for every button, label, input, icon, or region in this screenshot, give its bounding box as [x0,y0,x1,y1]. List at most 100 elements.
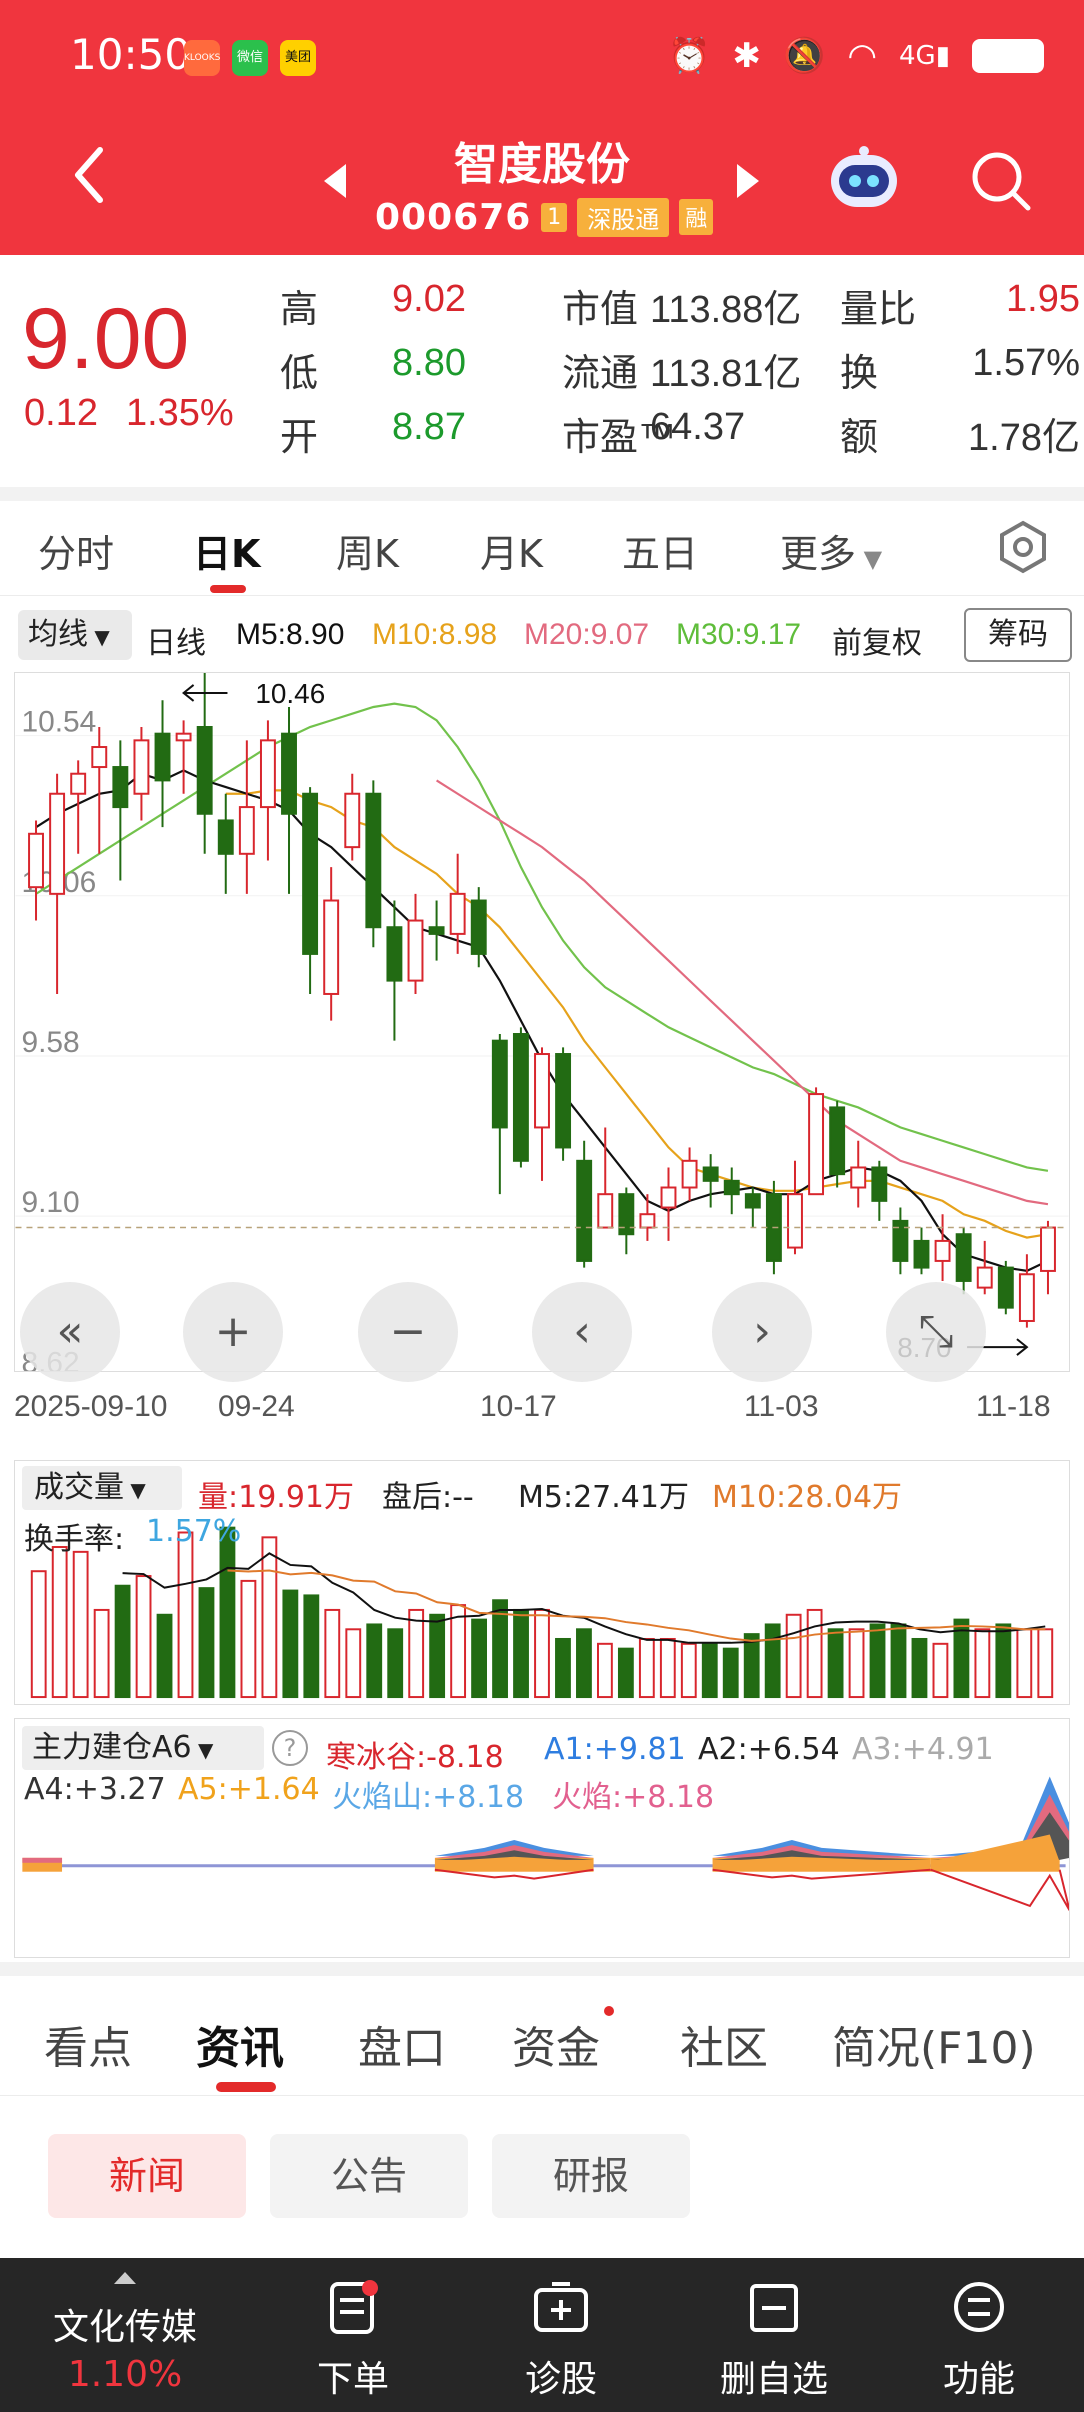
a6-a5-area [712,1856,931,1862]
volume-bar [932,1642,949,1699]
ma30-value: M30:9.17 [676,618,802,651]
candle-body [470,899,487,955]
a6-ice-line [434,1868,594,1880]
diagnose-button[interactable]: 诊股 [496,2258,626,2412]
battery-icon [972,39,1044,73]
zoom-out-button[interactable]: − [358,1282,458,1382]
order-label: 下单 [316,2359,389,2400]
chip-distribution-button[interactable]: 筹码 [964,608,1072,662]
tab-five-day[interactable]: 五日 [622,532,699,576]
candle-body [829,1106,846,1176]
a6-a5-area [434,1856,594,1862]
settings-hex-icon[interactable] [996,520,1050,574]
tab-monthly-k[interactable]: 月K [480,532,543,576]
market-sector[interactable]: 文化传媒 1.10% [0,2258,250,2412]
tab-orderbook[interactable]: 盘口 [358,2023,446,2074]
collapse-left-button[interactable]: « [20,1282,120,1382]
chip-news[interactable]: 新闻 [48,2134,246,2218]
volume-bar [638,1637,655,1699]
volume-bar [72,1550,89,1699]
kline-chart[interactable]: 10.5410.069.589.108.6210.468.70 [14,672,1070,1372]
search-icon[interactable] [968,148,1034,214]
back-arrow-icon[interactable] [70,145,110,205]
quote-label: 量比 [840,289,917,331]
sector-change: 1.10% [67,2354,183,2395]
volume-ma10-line [227,1569,1046,1642]
a6-dropdown[interactable]: 主力建仓A6 ▼ [22,1726,264,1770]
klook-app-icon: KLOOKS [184,40,220,76]
next-stock-icon[interactable] [735,162,761,200]
info-tabs: 看点 资讯 盘口 资金 社区 简况(F10) [0,1976,1084,2096]
chevron-down-icon: ▼ [856,545,883,573]
chip-announcements[interactable]: 公告 [270,2134,468,2218]
candle-body [386,926,403,982]
quote-label: 低 [280,353,319,395]
candle-body [1040,1226,1056,1272]
ma5-value: M5:8.90 [236,618,345,651]
tab-community[interactable]: 社区 [680,2023,768,2074]
candle-body [365,792,382,929]
volume-bar [387,1628,404,1699]
alarm-icon: ⏰ [668,36,711,76]
ma-dropdown[interactable]: 均线 ▼ [18,610,132,660]
tab-intraday[interactable]: 分时 [38,532,115,576]
tab-weekly-k[interactable]: 周K [336,532,399,576]
volume-bar [303,1594,320,1699]
high-arrow-head [182,684,195,702]
quote-value: 8.87 [392,406,466,448]
chevron-down-icon: ▼ [191,1738,214,1762]
robot-assistant-icon[interactable] [825,145,903,215]
a6-ice-line [930,1868,1069,1911]
turnover-label: 换手率: [24,1522,125,1557]
candle-body [555,1053,572,1149]
margin-tag: 融 [679,199,714,235]
a6-block-top [22,1857,63,1863]
candle-body [850,1166,867,1189]
remove-watchlist-button[interactable]: 删自选 [704,2258,844,2412]
tab-funds[interactable]: 资金 [512,2023,600,2074]
tab-f10[interactable]: 简况(F10) [832,2023,1036,2074]
candle-body [723,1179,740,1196]
tab-more[interactable]: 更多 ▼ [780,523,882,578]
function-menu-button[interactable]: 功能 [914,2258,1044,2412]
scroll-left-button[interactable]: ‹ [532,1282,632,1382]
tab-news[interactable]: 资讯 [196,2023,284,2074]
a6-indicator-chart[interactable] [14,1718,1070,1958]
scroll-right-button[interactable]: › [712,1282,812,1382]
volume-bar [953,1618,970,1699]
candle-body [576,1159,593,1262]
volume-dropdown[interactable]: 成交量 ▼ [22,1466,182,1510]
menu-icon [954,2282,1004,2332]
diagnose-label: 诊股 [524,2359,597,2400]
volume-bar [156,1613,173,1699]
candle-body [618,1193,635,1236]
quote-value: 8.80 [392,342,466,384]
candle-body [281,732,297,815]
candle-body [871,1166,888,1202]
quote-label: 换 [840,353,879,395]
ma20-line [436,779,1049,1206]
volume-bar [680,1642,697,1699]
wechat-app-icon: 微信 [232,40,268,76]
help-icon[interactable]: ? [272,1730,308,1766]
volume-bar [1037,1628,1054,1699]
after-hours: 盘后:-- [382,1480,474,1515]
quote-label: 开 [280,417,319,459]
chip-research[interactable]: 研报 [492,2134,690,2218]
volume-bar [30,1570,47,1699]
volume-bar [93,1608,110,1699]
volume-chart[interactable] [14,1460,1070,1705]
a6-a2: A2:+6.54 [698,1732,840,1767]
tab-highlights[interactable]: 看点 [44,2023,132,2074]
ma20-value: M20:9.07 [524,618,650,651]
quote-label: 流通 [562,353,639,395]
zoom-in-button[interactable]: + [183,1282,283,1382]
place-order-button[interactable]: 下单 [288,2258,418,2412]
change-value: 0.12 [24,392,98,434]
status-bar: 10:50 KLOOKS 微信 美团 ⏰ ✱ 🔕 ◠ 4G▮ [0,0,1084,110]
x-tick: 09-24 [218,1390,295,1423]
prev-stock-icon[interactable] [322,162,348,200]
fullscreen-icon[interactable]: ⤡ [886,1282,986,1382]
adjust-mode[interactable]: 前复权 [832,627,922,660]
tab-daily-k[interactable]: 日K [193,532,261,576]
